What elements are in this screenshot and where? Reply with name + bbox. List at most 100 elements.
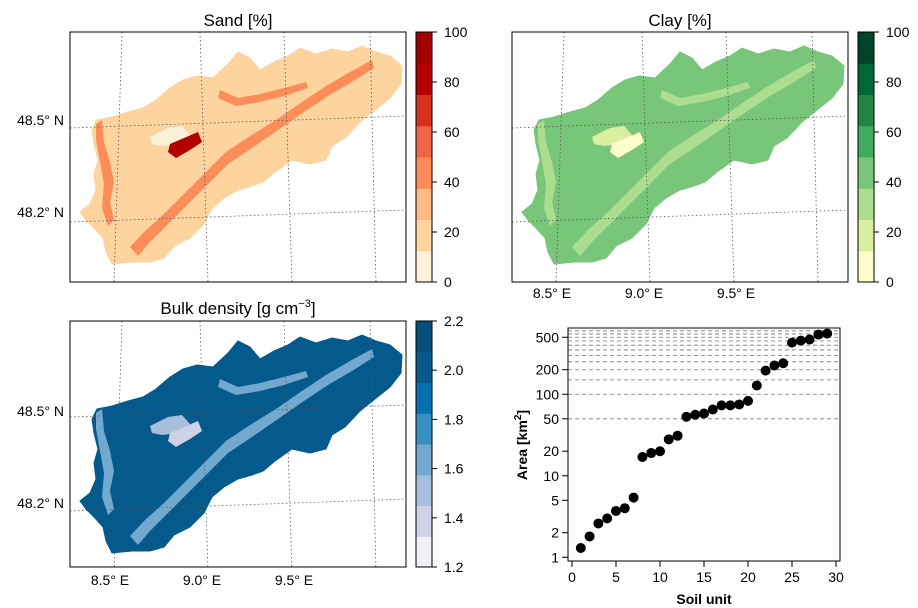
longitude-label: 9.5° E: [275, 572, 313, 588]
colorbar-tick-label: 1.6: [444, 461, 464, 477]
data-point: [787, 337, 797, 348]
y-tick-label: 10: [543, 468, 559, 484]
title-superscript: −3: [298, 298, 311, 310]
data-point: [822, 328, 833, 339]
map-body-bulk-density: [70, 321, 406, 567]
colorbar-tick-label: 100: [444, 24, 468, 40]
colorbar-segment: [416, 63, 432, 95]
longitude-label: 8.5° E: [91, 572, 129, 588]
scatter-gridlines: [568, 330, 840, 420]
data-point: [655, 446, 665, 457]
lat-labels-bulk-density: 48.5° N 48.2° N: [17, 403, 64, 511]
colorbar-segment: [416, 351, 432, 383]
colorbar-segment: [416, 157, 432, 189]
data-point: [690, 409, 701, 420]
data-point: [725, 400, 736, 411]
data-point: [778, 358, 789, 369]
y-axis-label: Area [km2]: [513, 410, 530, 480]
data-point: [699, 408, 709, 419]
colorbar-tick-label: 20: [886, 224, 902, 240]
map-panel-clay: Clay [%] 8.5° E 9.0° E 9.5° E 0 20 40 60 80 100: [511, 11, 910, 301]
y-tick-label: 500: [536, 329, 560, 345]
data-point: [813, 329, 824, 340]
map-frame-bulk-density: [69, 320, 407, 568]
soil-zone-west: [96, 120, 114, 226]
graticule-line: [113, 321, 123, 567]
graticule-line: [283, 321, 293, 567]
map-body-clay: [512, 32, 848, 282]
y-tick-label: 1: [551, 549, 559, 565]
colorbar-tick-label: 100: [886, 24, 910, 40]
colorbar-segment: [858, 32, 874, 64]
map-panel-sand: Sand [%] 48.5° N 48.2° N 0 20 40 60 80 100: [17, 11, 467, 290]
colorbar-segment: [416, 413, 432, 445]
graticule-line: [512, 115, 848, 129]
y-axis-label-close: ]: [514, 410, 530, 415]
colorbar-tick-label: 40: [886, 174, 902, 190]
colorbar-tick-label: 2.2: [444, 313, 464, 329]
data-point: [804, 334, 815, 345]
graticule-line: [725, 32, 735, 282]
graticule-line: [70, 115, 406, 129]
graticule-line: [283, 32, 293, 282]
colorbar-segment: [416, 444, 432, 476]
x-tick-label: 30: [828, 569, 844, 585]
data-point: [637, 451, 648, 462]
colorbar-segment: [416, 250, 432, 283]
colorbar-segment: [858, 94, 874, 127]
scatter-frame: [567, 327, 841, 562]
data-point: [593, 518, 604, 529]
colorbar-tick-label: 80: [886, 74, 902, 90]
y-tick-label: 100: [536, 386, 560, 402]
colorbar-segment: [416, 32, 432, 64]
colorbar-tick-label: 60: [886, 124, 902, 140]
scatter-points: [575, 328, 833, 553]
soil-zone-river-band: [572, 60, 816, 256]
longitude-label: 9.0° E: [625, 285, 663, 301]
soil-zone-extreme: [610, 132, 644, 158]
lon-labels-bulk-density: 8.5° E 9.0° E 9.5° E: [91, 572, 313, 588]
colorbar-sand: 0 20 40 60 80 100: [415, 24, 468, 290]
colorbar-frame: [415, 31, 433, 283]
x-tick-label: 5: [612, 569, 620, 585]
longitude-label: 9.5° E: [717, 285, 755, 301]
graticule-line: [70, 209, 406, 223]
graticule-line: [70, 404, 406, 418]
colorbar-frame: [415, 320, 433, 568]
colorbar-tick-label: 40: [444, 174, 460, 190]
data-point: [663, 434, 674, 445]
data-point: [707, 404, 718, 415]
colorbar-segment: [416, 321, 432, 353]
longitude-label: 9.0° E: [183, 572, 221, 588]
soil-zone-extreme: [168, 421, 202, 447]
graticule-line: [70, 498, 406, 512]
soil-zone-west: [538, 120, 556, 226]
x-axis-label: Soil unit: [676, 591, 732, 607]
colorbar-clay: 0 20 40 60 80 100: [857, 24, 910, 290]
graticule-line: [555, 32, 565, 282]
colorbar-tick-label: 60: [444, 124, 460, 140]
colorbar-tick-label: 2.0: [444, 362, 464, 378]
graticule-line: [113, 32, 123, 282]
colorbar-tick-label: 1.4: [444, 510, 464, 526]
data-point: [584, 531, 595, 542]
graticule-line: [369, 32, 377, 282]
y-tick-label: 20: [543, 443, 559, 459]
graticule-line: [199, 32, 209, 282]
colorbar-segment: [858, 188, 874, 220]
latitude-label: 48.2° N: [17, 204, 64, 220]
colorbar-segment: [858, 125, 874, 158]
colorbar-bulk-density: 1.2 1.4 1.6 1.8 2.0 2.2: [415, 313, 464, 575]
graticule-line: [369, 321, 377, 567]
data-point: [716, 400, 727, 411]
data-point: [628, 492, 639, 503]
data-point: [734, 399, 745, 410]
x-tick-label: 10: [652, 569, 668, 585]
colorbar-segment: [858, 157, 874, 189]
colorbar-tick-label: 0: [444, 274, 452, 290]
y-axis-label-superscript: 2: [513, 414, 524, 420]
map-title-clay: Clay [%]: [648, 11, 711, 30]
colorbar-segment: [858, 219, 874, 252]
